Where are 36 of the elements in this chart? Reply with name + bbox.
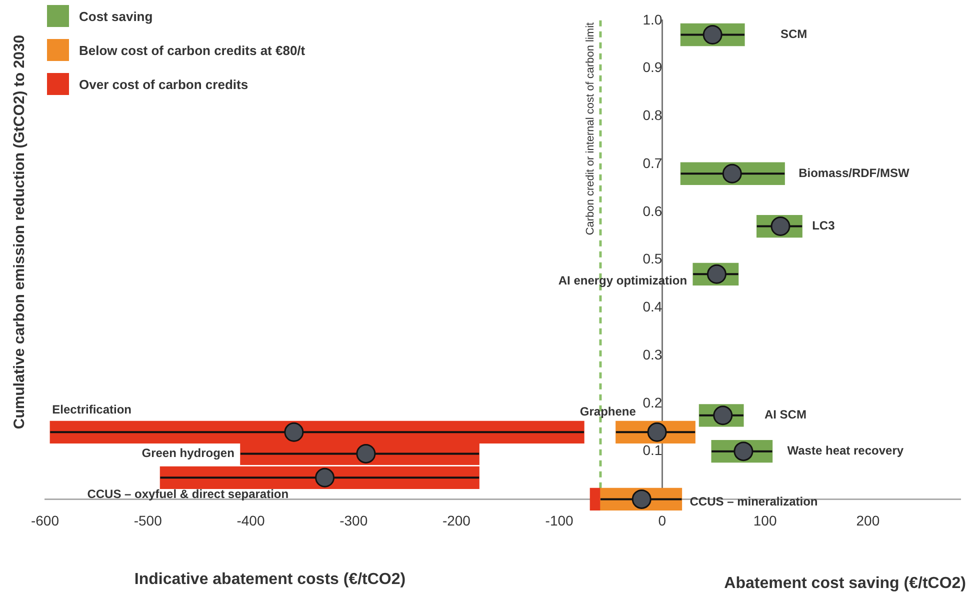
y-tick-label: 1.0: [642, 11, 662, 28]
ref-line-label: Carbon credit or internal cost of carbon limit: [584, 22, 597, 236]
legend-label: Cost saving: [79, 8, 153, 24]
y-tick-label: 0.9: [642, 59, 662, 76]
annotation: Green hydrogen: [142, 446, 234, 460]
annotation: AI SCM: [764, 408, 806, 422]
y-tick-label: 0.3: [642, 346, 662, 362]
y-tick-label: 0.1: [642, 442, 662, 458]
annotation: SCM: [780, 27, 808, 42]
x-axis-title: Indicative abatement costs (€/tCO2): [134, 571, 406, 588]
annotation: LC3: [812, 218, 836, 233]
x-tick-label: -100: [545, 512, 574, 528]
x-tick-label: -300: [340, 512, 368, 528]
text: Abatement cost saving (€/tCO2): [724, 575, 966, 592]
y-tick-label: 0.6: [642, 202, 662, 219]
legend-label: Over cost of carbon credits: [79, 76, 248, 92]
legend-label: Below cost of carbon credits at €80/t: [79, 42, 306, 58]
y-tick-label: 0.7: [642, 154, 662, 171]
x-tick-label: 0: [658, 512, 666, 528]
y-tick-label: 0.2: [642, 394, 662, 410]
annotation: Waste heat recovery: [787, 444, 904, 458]
annotation: Graphene: [580, 404, 636, 418]
x-tick-label: 200: [856, 512, 880, 528]
x-tick-label: -600: [30, 512, 60, 528]
annotation: CCUS – mineralization: [690, 494, 818, 509]
y-axis-title: Cumulative carbon emission reduction (GtCO2) to 2030: [11, 34, 28, 430]
y-tick-label: 0.5: [642, 250, 662, 267]
annotation: Electrification: [52, 402, 132, 416]
x-tick-label: 100: [753, 512, 777, 528]
annotation: CCUS – oxyfuel & direct separation: [87, 486, 289, 501]
bar: [590, 488, 601, 511]
x-tick-label: -500: [134, 512, 162, 528]
x-tick-label: -400: [236, 512, 265, 528]
y-tick-label: 0.8: [642, 107, 662, 124]
x-tick-label: -200: [442, 512, 471, 528]
annotation: Biomass/RDF/MSW: [798, 166, 910, 180]
